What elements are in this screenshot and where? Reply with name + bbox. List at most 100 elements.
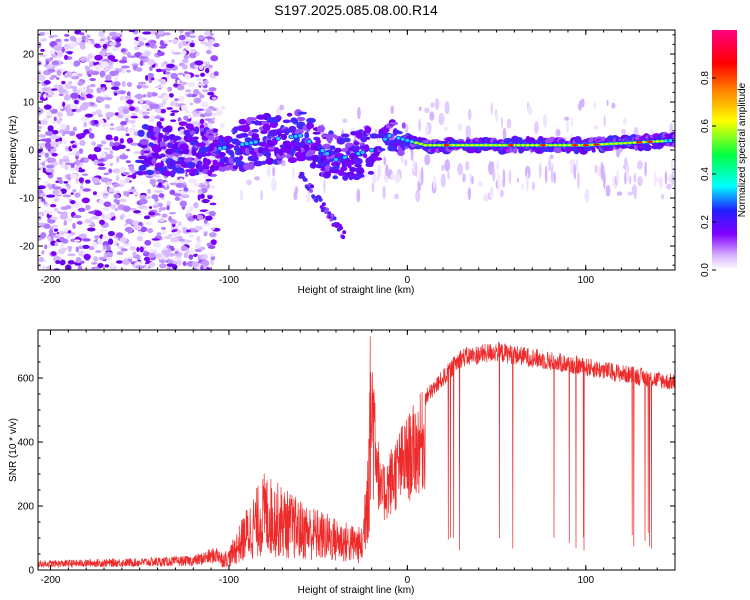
noise-blob bbox=[115, 232, 124, 239]
noise-blob bbox=[415, 189, 421, 202]
ridge-core-yellow bbox=[530, 144, 535, 147]
ridge-blob bbox=[265, 150, 272, 159]
noise-blob bbox=[132, 191, 138, 196]
noise-blob bbox=[188, 234, 195, 238]
colorbar-tick-label: 0.4 bbox=[700, 167, 711, 181]
ridge-core-yellow bbox=[604, 143, 609, 145]
noise-blob bbox=[99, 219, 105, 225]
noise-blob bbox=[72, 222, 76, 230]
noise-blob bbox=[114, 76, 119, 82]
noise-blob bbox=[418, 169, 422, 184]
noise-blob bbox=[53, 84, 60, 90]
noise-blob bbox=[69, 41, 78, 49]
branch-blob bbox=[303, 177, 308, 182]
x-tick-label: 100 bbox=[577, 275, 594, 286]
noise-blob bbox=[171, 58, 175, 64]
noise-blob bbox=[94, 210, 103, 217]
noise-blob bbox=[92, 191, 97, 196]
noise-blob bbox=[141, 52, 147, 57]
ridge-core bbox=[668, 139, 673, 143]
chart-title: S197.2025.085.08.00.R14 bbox=[274, 2, 438, 18]
noise-blob bbox=[70, 92, 80, 99]
ridge-blob bbox=[297, 111, 307, 115]
noise-blob bbox=[43, 223, 51, 229]
noise-blob bbox=[38, 108, 44, 115]
branch-blob bbox=[332, 216, 337, 221]
ridge-core bbox=[275, 137, 280, 141]
noise-blob bbox=[169, 245, 174, 249]
noise-blob bbox=[40, 119, 48, 126]
noise-blob bbox=[169, 189, 176, 196]
noise-blob bbox=[573, 163, 577, 180]
noise-blob bbox=[61, 158, 70, 163]
noise-blob bbox=[170, 219, 178, 225]
noise-blob bbox=[90, 221, 95, 226]
ridge-blob bbox=[154, 162, 165, 168]
noise-blob bbox=[110, 123, 114, 126]
ridge-core-yellow bbox=[493, 144, 497, 147]
noise-blob bbox=[633, 172, 637, 183]
noise-blob bbox=[141, 104, 150, 110]
noise-blob bbox=[59, 105, 64, 110]
ridge-core-yellow bbox=[567, 144, 572, 147]
noise-blob bbox=[323, 179, 326, 194]
ridge-blob bbox=[304, 131, 310, 140]
noise-blob bbox=[52, 235, 61, 239]
noise-blob bbox=[192, 111, 197, 118]
noise-blob bbox=[51, 60, 60, 66]
ridge-core-yellow bbox=[535, 144, 539, 147]
noise-blob bbox=[103, 97, 113, 100]
noise-blob bbox=[80, 96, 85, 100]
ridge-blob bbox=[232, 165, 239, 170]
noise-blob bbox=[164, 181, 168, 188]
noise-blob bbox=[198, 184, 207, 188]
noise-blob bbox=[90, 70, 100, 76]
noise-blob bbox=[365, 172, 370, 178]
ridge-blob bbox=[296, 116, 306, 122]
noise-blob bbox=[47, 183, 52, 189]
noise-blob bbox=[239, 189, 244, 201]
noise-blob bbox=[158, 193, 165, 199]
noise-blob bbox=[49, 50, 56, 55]
noise-blob bbox=[119, 95, 124, 101]
noise-blob bbox=[108, 238, 114, 245]
ridge-core-yellow bbox=[627, 141, 632, 144]
noise-blob bbox=[266, 165, 271, 177]
noise-blob bbox=[168, 93, 174, 98]
ridge-blob bbox=[151, 152, 160, 158]
noise-blob bbox=[189, 42, 195, 48]
noise-blob bbox=[553, 171, 556, 184]
noise-blob bbox=[38, 263, 42, 269]
noise-blob bbox=[115, 260, 124, 264]
noise-blob bbox=[170, 237, 179, 243]
noise-blob bbox=[79, 140, 86, 146]
noise-blob bbox=[67, 217, 73, 222]
noise-blob bbox=[429, 111, 435, 121]
noise-blob bbox=[93, 159, 98, 166]
noise-blob bbox=[89, 61, 94, 68]
ridge-core bbox=[405, 138, 410, 142]
noise-blob bbox=[85, 65, 90, 72]
noise-blob bbox=[549, 154, 554, 160]
noise-blob bbox=[89, 77, 96, 82]
noise-blob bbox=[103, 207, 107, 212]
noise-blob bbox=[87, 73, 92, 77]
noise-blob bbox=[570, 117, 574, 128]
noise-blob bbox=[100, 140, 107, 145]
noise-blob bbox=[152, 103, 160, 110]
noise-blob bbox=[115, 190, 120, 194]
noise-blob bbox=[166, 200, 171, 207]
noise-blob bbox=[371, 182, 375, 193]
noise-blob bbox=[184, 31, 191, 36]
noise-blob bbox=[204, 36, 213, 39]
ridge-core bbox=[360, 150, 365, 154]
ridge-blob bbox=[322, 143, 332, 150]
ridge-core-yellow bbox=[525, 144, 530, 147]
noise-blob bbox=[125, 69, 131, 73]
ridge-blob bbox=[644, 144, 652, 152]
ridge-blob bbox=[200, 151, 208, 157]
ridge-core bbox=[307, 140, 312, 144]
noise-blob bbox=[154, 189, 163, 194]
noise-blob bbox=[534, 121, 539, 134]
